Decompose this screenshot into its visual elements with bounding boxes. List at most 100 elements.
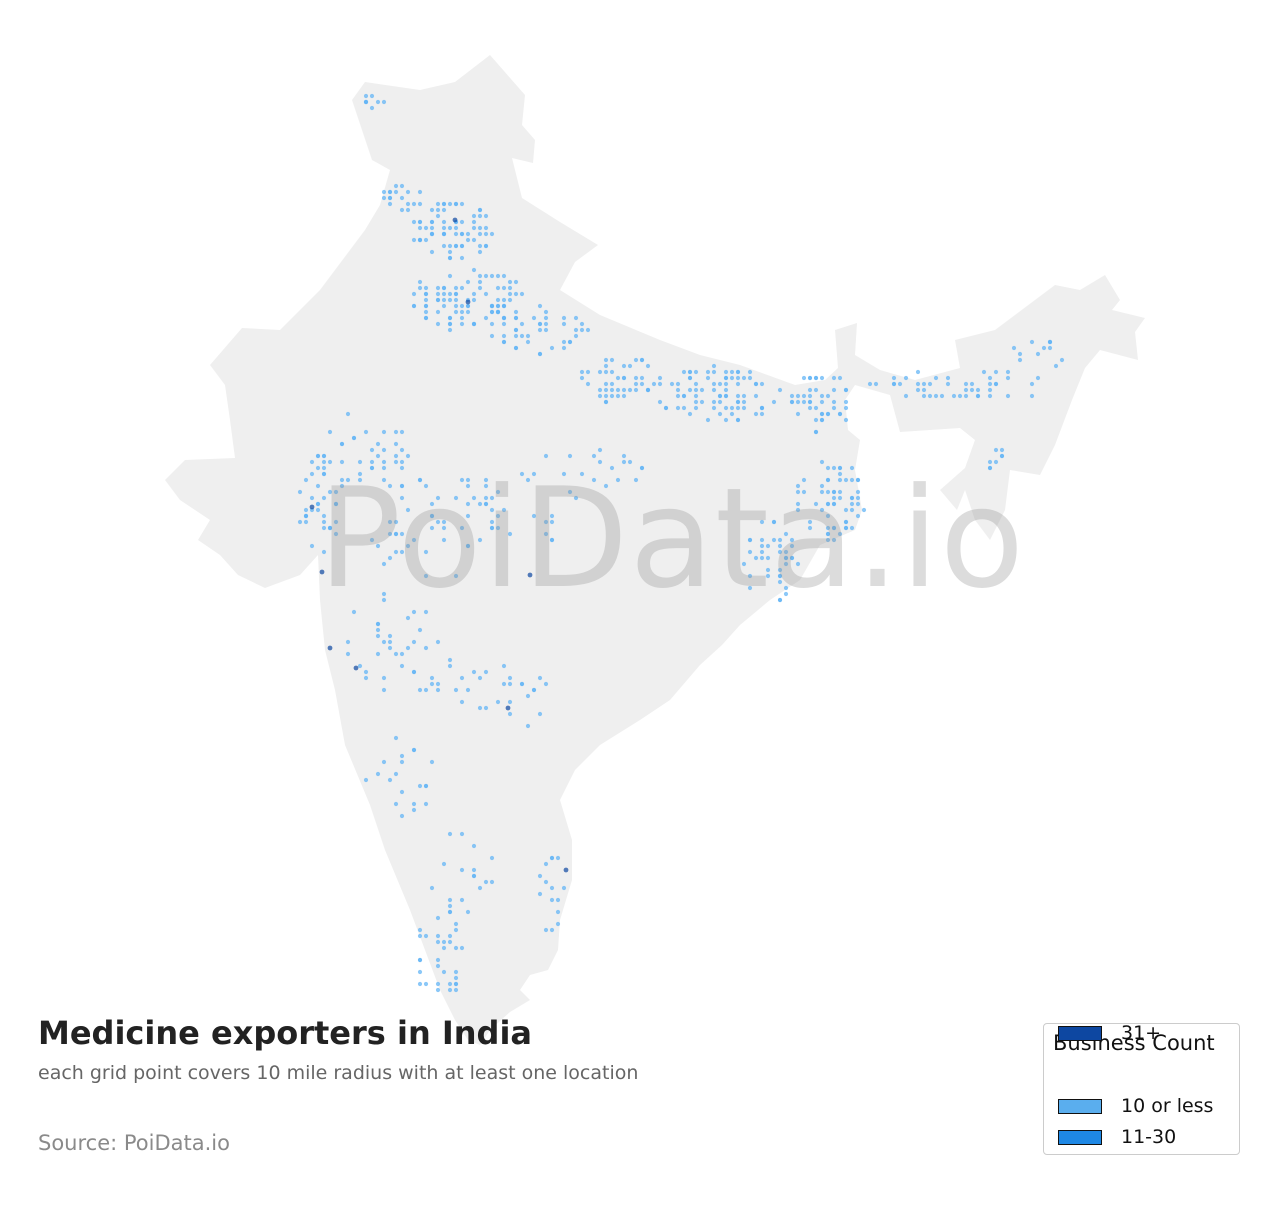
grid-point xyxy=(753,393,759,399)
grid-point xyxy=(453,243,459,249)
grid-point xyxy=(543,321,549,327)
grid-point xyxy=(741,405,747,411)
grid-point xyxy=(819,375,825,381)
grid-point xyxy=(507,675,513,681)
grid-point xyxy=(789,555,795,561)
grid-point xyxy=(447,939,453,945)
grid-point xyxy=(795,411,801,417)
grid-point xyxy=(387,633,393,639)
grid-point xyxy=(693,405,699,411)
grid-point xyxy=(735,417,741,423)
grid-point xyxy=(447,981,453,987)
grid-point xyxy=(957,393,963,399)
grid-point xyxy=(681,369,687,375)
grid-point xyxy=(411,639,417,645)
grid-point xyxy=(1029,339,1035,345)
grid-point xyxy=(381,597,387,603)
grid-point xyxy=(357,477,363,483)
grid-point xyxy=(321,453,327,459)
grid-point xyxy=(819,483,825,489)
grid-point xyxy=(321,549,327,555)
grid-point xyxy=(933,393,939,399)
grid-point xyxy=(435,291,441,297)
grid-point xyxy=(327,429,333,435)
grid-point xyxy=(477,279,483,285)
grid-point xyxy=(579,321,585,327)
grid-point xyxy=(423,609,429,615)
grid-point xyxy=(801,399,807,405)
grid-point xyxy=(459,231,465,237)
grid-point xyxy=(423,933,429,939)
grid-point xyxy=(459,897,465,903)
grid-point xyxy=(795,501,801,507)
grid-point xyxy=(411,537,417,543)
grid-point xyxy=(765,543,771,549)
grid-point xyxy=(381,675,387,681)
grid-point xyxy=(447,903,453,909)
grid-point xyxy=(477,285,483,291)
grid-point xyxy=(537,303,543,309)
grid-point xyxy=(603,363,609,369)
grid-point xyxy=(549,537,555,543)
grid-point xyxy=(543,861,549,867)
grid-point xyxy=(465,303,471,309)
grid-point xyxy=(435,297,441,303)
grid-point xyxy=(507,285,513,291)
grid-point xyxy=(561,321,567,327)
grid-point xyxy=(825,513,831,519)
grid-point xyxy=(387,639,393,645)
grid-point xyxy=(513,309,519,315)
watermark: PoiData.io xyxy=(318,458,1026,619)
grid-point xyxy=(837,489,843,495)
grid-point xyxy=(459,867,465,873)
grid-point xyxy=(777,597,783,603)
grid-point xyxy=(435,987,441,993)
grid-point xyxy=(735,405,741,411)
grid-point xyxy=(819,417,825,423)
grid-point xyxy=(381,465,387,471)
grid-point xyxy=(387,189,393,195)
grid-point xyxy=(381,429,387,435)
grid-point xyxy=(417,225,423,231)
grid-point xyxy=(693,387,699,393)
grid-point xyxy=(609,357,615,363)
grid-point xyxy=(927,393,933,399)
grid-point xyxy=(873,381,879,387)
grid-point xyxy=(363,777,369,783)
grid-point xyxy=(1029,381,1035,387)
grid-point xyxy=(477,243,483,249)
grid-point xyxy=(765,573,771,579)
grid-point xyxy=(321,495,327,501)
legend-swatch-mid xyxy=(1058,1130,1102,1145)
grid-point xyxy=(993,369,999,375)
grid-point xyxy=(813,501,819,507)
grid-point xyxy=(927,381,933,387)
grid-point xyxy=(537,327,543,333)
grid-point xyxy=(393,549,399,555)
grid-point xyxy=(429,249,435,255)
grid-point xyxy=(795,399,801,405)
grid-point xyxy=(393,189,399,195)
grid-point xyxy=(453,297,459,303)
grid-point xyxy=(447,243,453,249)
grid-point xyxy=(651,381,657,387)
grid-point xyxy=(915,387,921,393)
grid-point xyxy=(609,465,615,471)
grid-point xyxy=(297,519,303,525)
grid-point xyxy=(453,687,459,693)
grid-point xyxy=(381,99,387,105)
grid-point xyxy=(477,231,483,237)
grid-point xyxy=(537,711,543,717)
grid-point xyxy=(735,369,741,375)
grid-point xyxy=(459,831,465,837)
grid-point xyxy=(435,285,441,291)
grid-point xyxy=(753,411,759,417)
grid-point xyxy=(489,855,495,861)
grid-point xyxy=(459,309,465,315)
grid-point xyxy=(831,525,837,531)
grid-point xyxy=(987,459,993,465)
grid-point xyxy=(429,231,435,237)
grid-point xyxy=(315,453,321,459)
grid-point xyxy=(489,495,495,501)
grid-point xyxy=(387,195,393,201)
